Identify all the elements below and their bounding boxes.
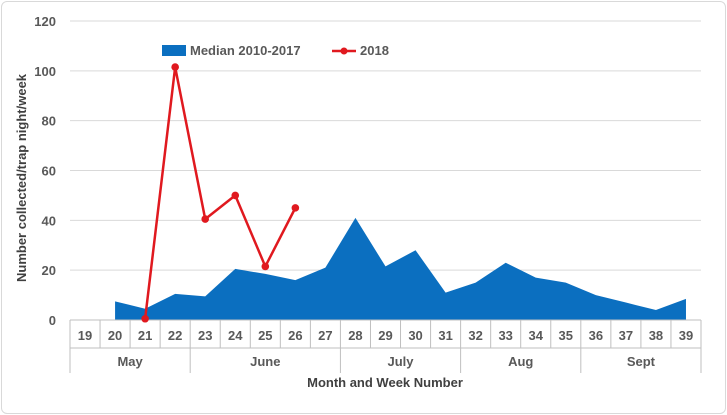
x-tick-label-week-27: 27: [318, 328, 332, 343]
x-tick-label-week-30: 30: [408, 328, 422, 343]
y-tick-label-20: 20: [42, 263, 56, 278]
legend-swatch-2018-marker: [340, 47, 348, 55]
legend-label-2018: 2018: [360, 43, 389, 58]
month-label-may: May: [117, 354, 143, 369]
x-tick-label-week-28: 28: [348, 328, 362, 343]
x-tick-label-week-29: 29: [378, 328, 392, 343]
x-tick-label-week-37: 37: [619, 328, 633, 343]
legend-swatch-median: [162, 45, 186, 56]
series-2018-point-week-21: [141, 314, 149, 323]
month-label-sept: Sept: [627, 354, 656, 369]
y-tick-label-40: 40: [42, 213, 56, 228]
legend: Median 2010-2017 2018: [162, 43, 389, 58]
month-label-june: June: [250, 354, 280, 369]
median-area: [115, 217, 686, 320]
x-tick-label-week-32: 32: [468, 328, 482, 343]
month-label-aug: Aug: [508, 354, 533, 369]
y-tick-label-0: 0: [49, 313, 56, 328]
x-tick-label-week-38: 38: [649, 328, 663, 343]
legend-label-median: Median 2010-2017: [190, 43, 301, 58]
month-label-july: July: [388, 354, 415, 369]
series-2018-point-week-24: [231, 191, 240, 200]
series-2018-point-week-23: [201, 215, 210, 223]
x-tick-label-week-21: 21: [138, 328, 152, 343]
y-tick-label-120: 120: [34, 14, 56, 29]
x-tick-label-week-34: 34: [529, 328, 544, 343]
y-axis-ticks: 0 20 40 60 80 100 120: [34, 14, 56, 328]
x-tick-label-week-33: 33: [498, 328, 512, 343]
x-tick-label-week-19: 19: [78, 328, 92, 343]
x-tick-label-week-20: 20: [108, 328, 122, 343]
series-2018-point-week-25: [261, 262, 270, 271]
x-tick-label-week-39: 39: [679, 328, 693, 343]
x-tick-label-week-22: 22: [168, 328, 182, 343]
x-tick-label-week-36: 36: [589, 328, 603, 343]
y-tick-label-100: 100: [34, 64, 56, 79]
y-tick-label-80: 80: [42, 114, 56, 129]
series-2018-layer: [141, 63, 300, 323]
x-tick-label-week-35: 35: [559, 328, 573, 343]
x-tick-label-week-24: 24: [228, 328, 243, 343]
median-area-layer: [115, 217, 686, 320]
x-axis-table: 19 20 21 22 23 24 25 26 27 28 29 30 31 32 33 34 35 36 37 38…: [69, 319, 702, 373]
series-2018-point-week-26: [291, 204, 300, 212]
series-2018-line: [143, 65, 297, 319]
x-axis-title: Month and Week Number: [307, 375, 463, 390]
y-axis-title: Number collected/trap night/week: [14, 73, 29, 282]
x-tick-label-week-23: 23: [198, 328, 212, 343]
x-tick-label-week-31: 31: [438, 328, 452, 343]
x-tick-label-week-25: 25: [258, 328, 272, 343]
x-tick-label-week-26: 26: [288, 328, 302, 343]
y-tick-label-60: 60: [42, 164, 56, 179]
series-2018-point-week-22: [171, 63, 179, 71]
